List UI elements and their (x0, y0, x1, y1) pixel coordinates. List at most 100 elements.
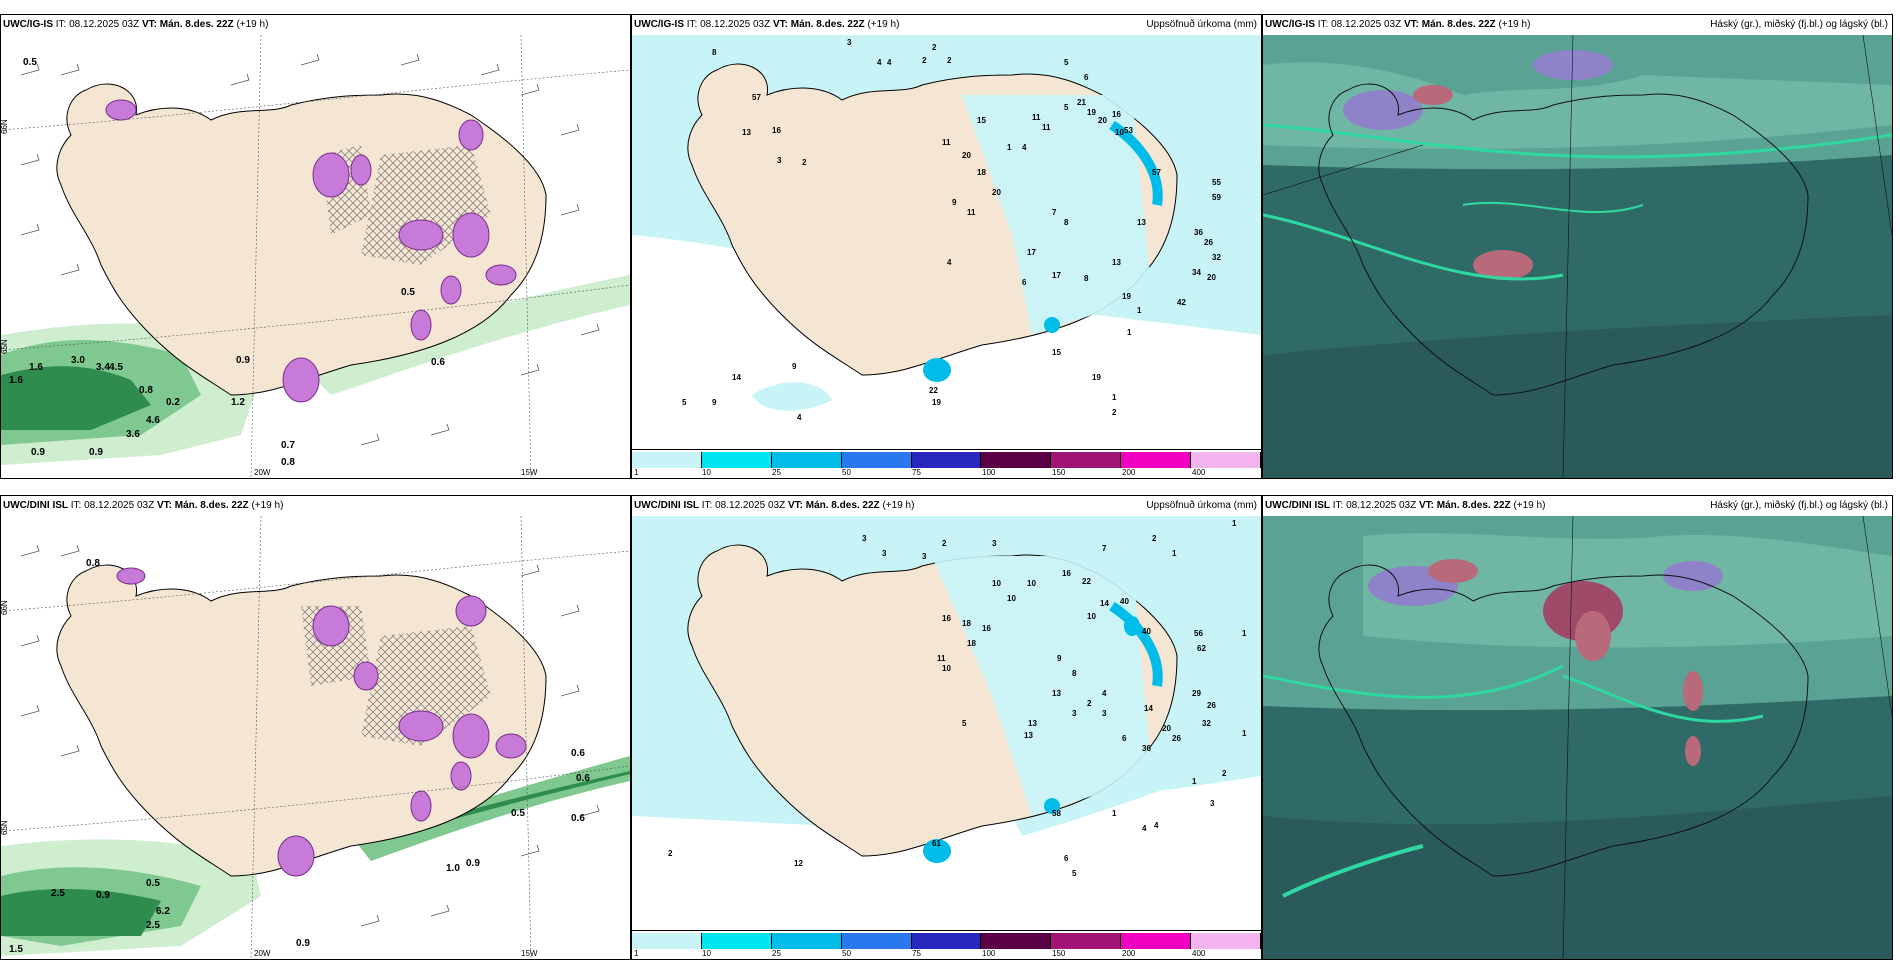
precip-value: 17 (1052, 271, 1061, 280)
value-label: 1.6 (9, 375, 23, 386)
colorbar-cell (1121, 933, 1192, 949)
colorbar-cell (771, 452, 842, 468)
panel-header: UWC/DINI ISL IT: 08.12.2025 03Z VT: Mán.… (1, 496, 630, 516)
precip-value: 20 (962, 151, 971, 160)
iceland-map: 1 3 3 2 3 3 7 2 1 16 22 14 40 10 40 10 5… (632, 516, 1261, 931)
precip-value: 18 (962, 619, 971, 628)
it-label: IT: (701, 500, 713, 511)
precip-value: 61 (932, 839, 941, 848)
precip-value: 15 (977, 116, 986, 125)
precip-value: 57 (752, 93, 761, 102)
precip-value: 14 (1100, 599, 1109, 608)
precip-value: 9 (792, 362, 797, 371)
precip-value: 19 (1092, 373, 1101, 382)
precip-value: 1 (1007, 143, 1012, 152)
precip-value: 22 (1082, 577, 1091, 586)
panel-clouds-dini: UWC/DINI ISL IT: 08.12.2025 03Z VT: Mán.… (1262, 495, 1893, 960)
colorbar-cell (841, 452, 912, 468)
map-area: 66N 65N 20W 15W 0.5 3.0 3.4 4.5 1.6 1.6 … (1, 35, 630, 478)
lat-label-66: 66N (1, 600, 9, 615)
panel-field-title: Uppsöfnuð úrkoma (mm) (1146, 19, 1257, 30)
precip-value: 13 (1137, 218, 1146, 227)
cloud-map (1263, 516, 1892, 959)
precip-value: 8 (1064, 218, 1069, 227)
precip-value: 16 (772, 126, 781, 135)
lat-label-66: 66N (1, 119, 9, 134)
precip-value: 2 (1152, 534, 1157, 543)
it-label: IT: (70, 500, 82, 511)
model-name: UWC/IG-IS (3, 19, 53, 30)
value-label: 0.9 (296, 938, 310, 949)
precip-value: 20 (992, 188, 1001, 197)
value-label: 6.2 (156, 906, 170, 917)
valid-time: Mán. 8.des. 22Z (790, 19, 865, 30)
precip-value: 2 (947, 56, 952, 65)
iceland-map: 66N 65N 20W 15W 0.8 0.6 0.5 2.5 0.9 6.2 … (1, 516, 630, 959)
value-label: 0.6 (571, 748, 585, 759)
colorbar-label: 400 (1192, 949, 1206, 958)
precip-value: 13 (1052, 689, 1061, 698)
colorbar-label: 75 (912, 949, 921, 958)
precip-value: 11 (937, 654, 946, 663)
precip-value: 19 (1122, 292, 1131, 301)
precip-value: 4 (1102, 689, 1107, 698)
panel-field-title: Uppsöfnuð úrkoma (mm) (1146, 500, 1257, 511)
colorbar-label: 25 (772, 468, 781, 477)
model-name: UWC/DINI ISL (3, 500, 68, 511)
precip-value: 3 (777, 156, 782, 165)
precip-value: 13 (1028, 719, 1037, 728)
precip-value: 1 (1242, 629, 1247, 638)
precip-value: 36 (1142, 744, 1151, 753)
value-label: 3.6 (126, 429, 140, 440)
value-label: 0.6 (576, 773, 590, 784)
precip-value: 26 (1207, 701, 1216, 710)
precip-value: 8 (712, 48, 717, 57)
valid-time: Mán. 8.des. 22Z (1436, 500, 1511, 511)
precip-value: 56 (1194, 629, 1203, 638)
precip-value: 18 (967, 639, 976, 648)
precip-value: 2 (922, 56, 927, 65)
value-label: 3.4 (96, 362, 110, 373)
model-name: UWC/DINI ISL (1265, 500, 1330, 511)
precip-value: 14 (732, 373, 741, 382)
precip-value: 13 (742, 128, 751, 137)
precip-value: 1 (1127, 328, 1132, 337)
precip-value: 15 (1052, 348, 1061, 357)
precip-value: 1 (1112, 809, 1117, 818)
lat-label-65: 65N (1, 820, 9, 835)
colorbar: 1 10 25 50 75 100 150 200 400 (632, 449, 1261, 478)
precip-value: 16 (982, 624, 991, 633)
valid-time: Mán. 8.des. 22Z (174, 500, 249, 511)
init-time: 08.12.2025 03Z (69, 19, 140, 30)
value-label: 0.9 (31, 447, 45, 458)
colorbar-cell (841, 933, 912, 949)
precip-value: 5 (1064, 103, 1069, 112)
map-area: 66N 65N 20W 15W 0.8 0.6 0.5 2.5 0.9 6.2 … (1, 516, 630, 959)
precip-value: 6 (1064, 854, 1069, 863)
precip-value: 55 (1212, 178, 1221, 187)
lon-label-15w: 15W (521, 949, 538, 958)
lead-time: (+19 h) (236, 19, 269, 30)
model-name: UWC/DINI ISL (634, 500, 699, 511)
colorbar-label: 50 (842, 949, 851, 958)
lon-label-15w: 15W (521, 468, 538, 477)
colorbar-label: 100 (982, 949, 996, 958)
precip-value: 7 (1102, 544, 1107, 553)
precip-value: 18 (977, 168, 986, 177)
precip-value: 21 (1077, 98, 1086, 107)
vt-label: VT: (156, 500, 172, 511)
precip-value: 11 (942, 138, 951, 147)
precip-value: 11 (967, 208, 976, 217)
colorbar-label: 400 (1192, 468, 1206, 477)
colorbar-label: 25 (772, 949, 781, 958)
vt-label: VT: (787, 500, 803, 511)
precip-value: 2 (668, 849, 673, 858)
precip-value: 17 (1027, 248, 1036, 257)
value-label: 0.5 (401, 287, 415, 298)
precip-value: 10 (1087, 612, 1096, 621)
precip-value: 2 (1222, 769, 1227, 778)
value-label: 1.6 (29, 362, 43, 373)
lead-time: (+19 h) (251, 500, 284, 511)
colorbar-cell (701, 933, 772, 949)
precip-value: 1 (1242, 729, 1247, 738)
